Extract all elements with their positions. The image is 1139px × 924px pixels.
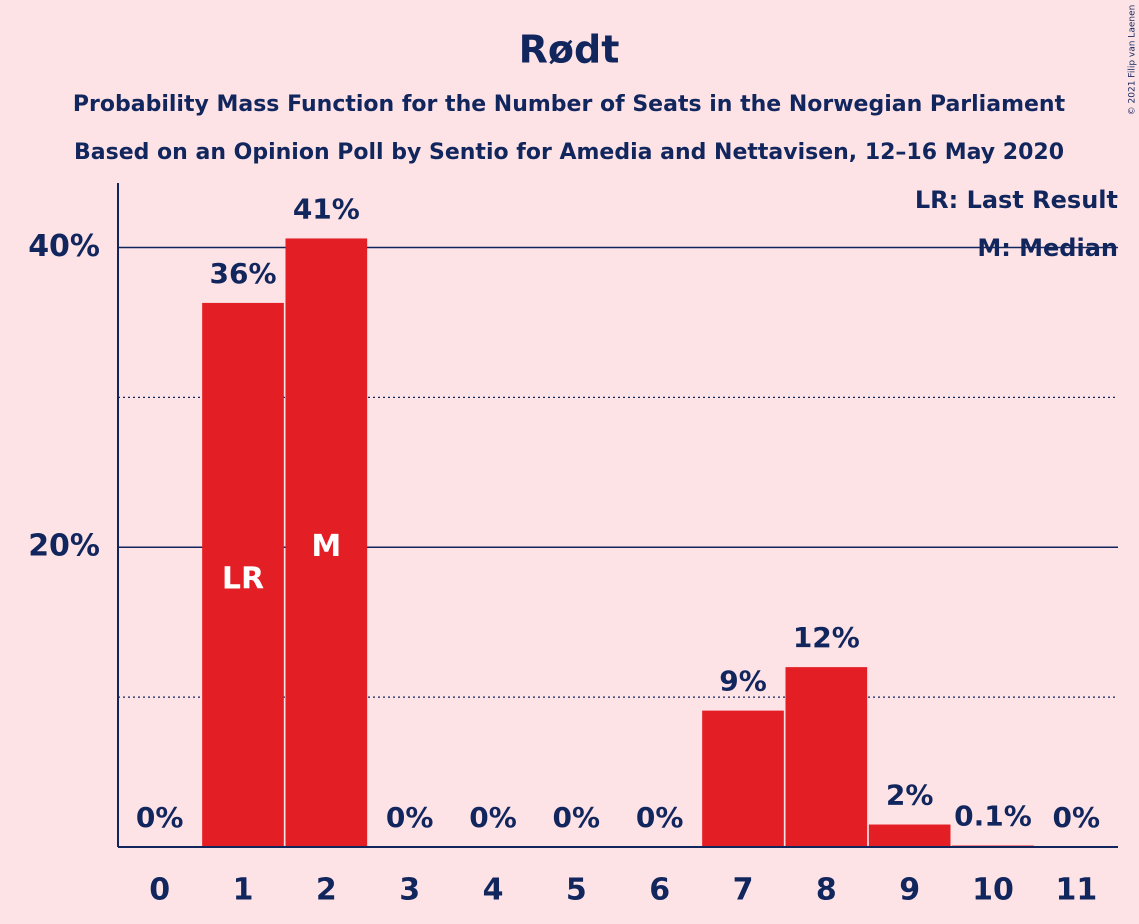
- value-label: 0%: [1053, 801, 1101, 834]
- x-tick-label: 5: [566, 873, 587, 908]
- chart-title: Rødt: [519, 28, 620, 72]
- legend-entry: LR: Last Result: [915, 186, 1118, 214]
- copyright: © 2021 Filip van Laenen: [1128, 5, 1138, 116]
- marker-label: LR: [222, 561, 264, 596]
- value-label: 0%: [636, 801, 684, 834]
- marker-label: M: [311, 529, 341, 564]
- x-tick-label: 0: [149, 873, 170, 908]
- value-label: 0%: [469, 801, 517, 834]
- x-tick-label: 11: [1055, 873, 1097, 908]
- chart-subtitle: Based on an Opinion Poll by Sentio for A…: [74, 140, 1064, 165]
- x-tick-label: 8: [816, 873, 837, 908]
- value-label: 41%: [293, 192, 360, 225]
- chart-subtitle: Probability Mass Function for the Number…: [73, 92, 1066, 117]
- x-tick-label: 7: [733, 873, 754, 908]
- y-tick-label: 20%: [28, 529, 100, 564]
- x-tick-label: 6: [649, 873, 670, 908]
- x-tick-label: 1: [233, 873, 254, 908]
- value-label: 0%: [553, 801, 601, 834]
- x-tick-label: 9: [899, 873, 920, 908]
- x-tick-label: 2: [316, 873, 337, 908]
- value-label: 2%: [886, 779, 934, 812]
- value-label: 0.1%: [954, 800, 1032, 833]
- x-tick-label: 3: [399, 873, 420, 908]
- value-label: 12%: [793, 621, 860, 654]
- x-tick-label: 4: [483, 873, 504, 908]
- legend-entry: M: Median: [977, 234, 1118, 262]
- y-tick-label: 40%: [28, 229, 100, 264]
- value-label: 0%: [136, 801, 184, 834]
- value-label: 9%: [719, 665, 767, 698]
- bar: [202, 302, 284, 848]
- bar: [785, 667, 868, 847]
- x-tick-label: 10: [972, 873, 1014, 908]
- bar: [285, 238, 368, 847]
- bar: [868, 824, 951, 847]
- value-label: 36%: [209, 257, 276, 290]
- bar: [702, 710, 784, 847]
- value-label: 0%: [386, 801, 434, 834]
